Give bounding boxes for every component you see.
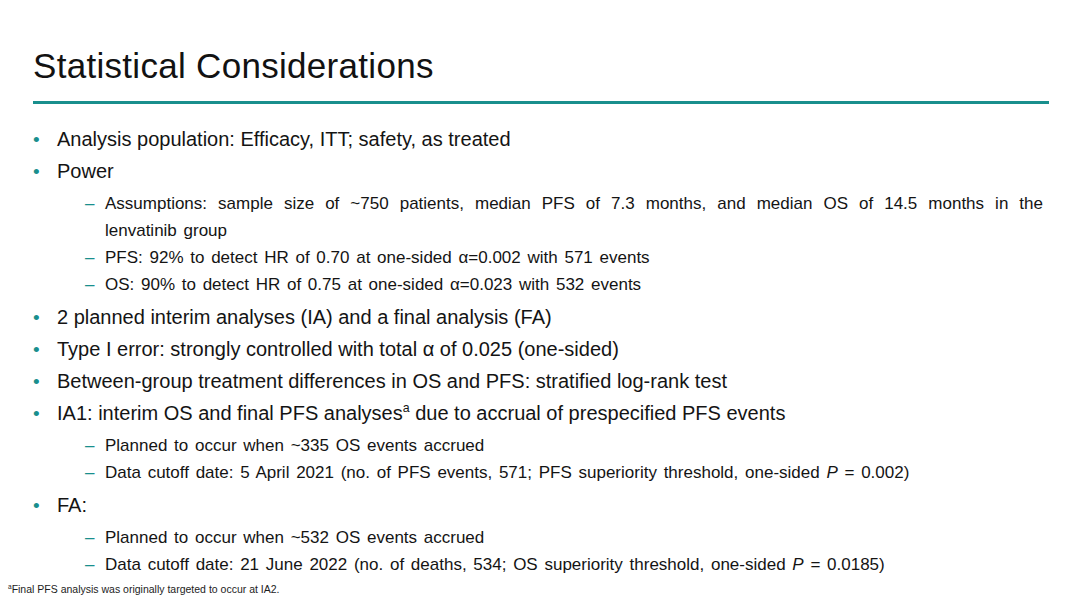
text-segment: Assumptions: sample size of ~750 patient…	[105, 194, 1043, 240]
bullet-text: PFS: 92% to detect HR of 0.70 at one-sid…	[105, 244, 1047, 271]
sub-bullet-item: –OS: 90% to detect HR of 0.75 at one-sid…	[33, 271, 1047, 298]
text-segment: OS: 90% to detect HR of 0.75 at one-side…	[105, 275, 641, 294]
dash-marker-icon: –	[85, 190, 105, 217]
text-segment: = 0.0185)	[804, 555, 885, 574]
text-segment: P	[826, 463, 837, 482]
dash-marker-icon: –	[85, 432, 105, 459]
bullet-text: Between-group treatment differences in O…	[57, 369, 1047, 394]
superscript-marker: a	[403, 401, 410, 415]
bullet-text: Planned to occur when ~532 OS events acc…	[105, 524, 1047, 551]
dash-marker-icon: –	[85, 524, 105, 551]
bullet-text: Data cutoff date: 5 April 2021 (no. of P…	[105, 459, 1047, 486]
bullet-item: •FA:	[33, 493, 1047, 518]
dash-marker-icon: –	[85, 271, 105, 298]
bullet-marker-icon: •	[33, 127, 57, 152]
bullet-item: •Analysis population: Efficacy, ITT; saf…	[33, 127, 1047, 152]
text-segment: Planned to occur when ~532 OS events acc…	[105, 528, 484, 547]
bullet-marker-icon: •	[33, 159, 57, 184]
dash-marker-icon: –	[85, 244, 105, 271]
sub-bullet-item: –Data cutoff date: 21 June 2022 (no. of …	[33, 551, 1047, 578]
text-segment: Planned to occur when ~335 OS events acc…	[105, 436, 484, 455]
bullet-text: Data cutoff date: 21 June 2022 (no. of d…	[105, 551, 1047, 578]
bullet-marker-icon: •	[33, 369, 57, 394]
bullet-text: Analysis population: Efficacy, ITT; safe…	[57, 127, 1047, 152]
bullet-marker-icon: •	[33, 401, 57, 426]
text-segment: 2 planned interim analyses (IA) and a fi…	[57, 306, 552, 328]
text-segment: IA1: interim OS and final PFS analyses	[57, 402, 403, 424]
bullet-text: Power	[57, 159, 1047, 184]
bullet-text: 2 planned interim analyses (IA) and a fi…	[57, 305, 1047, 330]
bullet-item: •Type I error: strongly controlled with …	[33, 337, 1047, 362]
text-segment: Type I error: strongly controlled with t…	[57, 338, 619, 360]
bullet-text: Assumptions: sample size of ~750 patient…	[105, 190, 1047, 244]
text-segment: Analysis population: Efficacy, ITT; safe…	[57, 128, 511, 150]
footnote: aFinal PFS analysis was originally targe…	[8, 583, 280, 595]
bullet-item: •2 planned interim analyses (IA) and a f…	[33, 305, 1047, 330]
sub-bullet-item: –Planned to occur when ~335 OS events ac…	[33, 432, 1047, 459]
bullet-marker-icon: •	[33, 337, 57, 362]
bullet-item: •IA1: interim OS and final PFS analysesa…	[33, 401, 1047, 426]
sub-bullet-item: –Planned to occur when ~532 OS events ac…	[33, 524, 1047, 551]
text-segment: Final PFS analysis was originally target…	[12, 583, 280, 595]
text-segment: Between-group treatment differences in O…	[57, 370, 727, 392]
text-segment: Data cutoff date: 5 April 2021 (no. of P…	[105, 463, 826, 482]
text-segment: PFS: 92% to detect HR of 0.70 at one-sid…	[105, 248, 650, 267]
bullet-text: OS: 90% to detect HR of 0.75 at one-side…	[105, 271, 1047, 298]
dash-marker-icon: –	[85, 551, 105, 578]
bullet-text: Type I error: strongly controlled with t…	[57, 337, 1047, 362]
bullet-item: •Between-group treatment differences in …	[33, 369, 1047, 394]
dash-marker-icon: –	[85, 459, 105, 486]
bullet-marker-icon: •	[33, 493, 57, 518]
bullet-item: •Power	[33, 159, 1047, 184]
text-segment: = 0.002)	[838, 463, 910, 482]
text-segment: Power	[57, 160, 114, 182]
bullet-text: IA1: interim OS and final PFS analysesa …	[57, 401, 1047, 426]
bullet-text: FA:	[57, 493, 1047, 518]
text-segment: P	[792, 555, 803, 574]
slide: Statistical Considerations •Analysis pop…	[0, 0, 1080, 605]
page-title: Statistical Considerations	[33, 46, 434, 86]
text-segment: Data cutoff date: 21 June 2022 (no. of d…	[105, 555, 792, 574]
text-segment: FA:	[57, 494, 87, 516]
title-divider	[33, 101, 1049, 104]
sub-bullet-item: –PFS: 92% to detect HR of 0.70 at one-si…	[33, 244, 1047, 271]
bullet-text: Planned to occur when ~335 OS events acc…	[105, 432, 1047, 459]
sub-bullet-item: –Assumptions: sample size of ~750 patien…	[33, 190, 1047, 244]
bullet-list: •Analysis population: Efficacy, ITT; saf…	[33, 120, 1047, 578]
sub-bullet-item: –Data cutoff date: 5 April 2021 (no. of …	[33, 459, 1047, 486]
bullet-marker-icon: •	[33, 305, 57, 330]
text-segment: due to accrual of prespecified PFS event…	[410, 402, 786, 424]
